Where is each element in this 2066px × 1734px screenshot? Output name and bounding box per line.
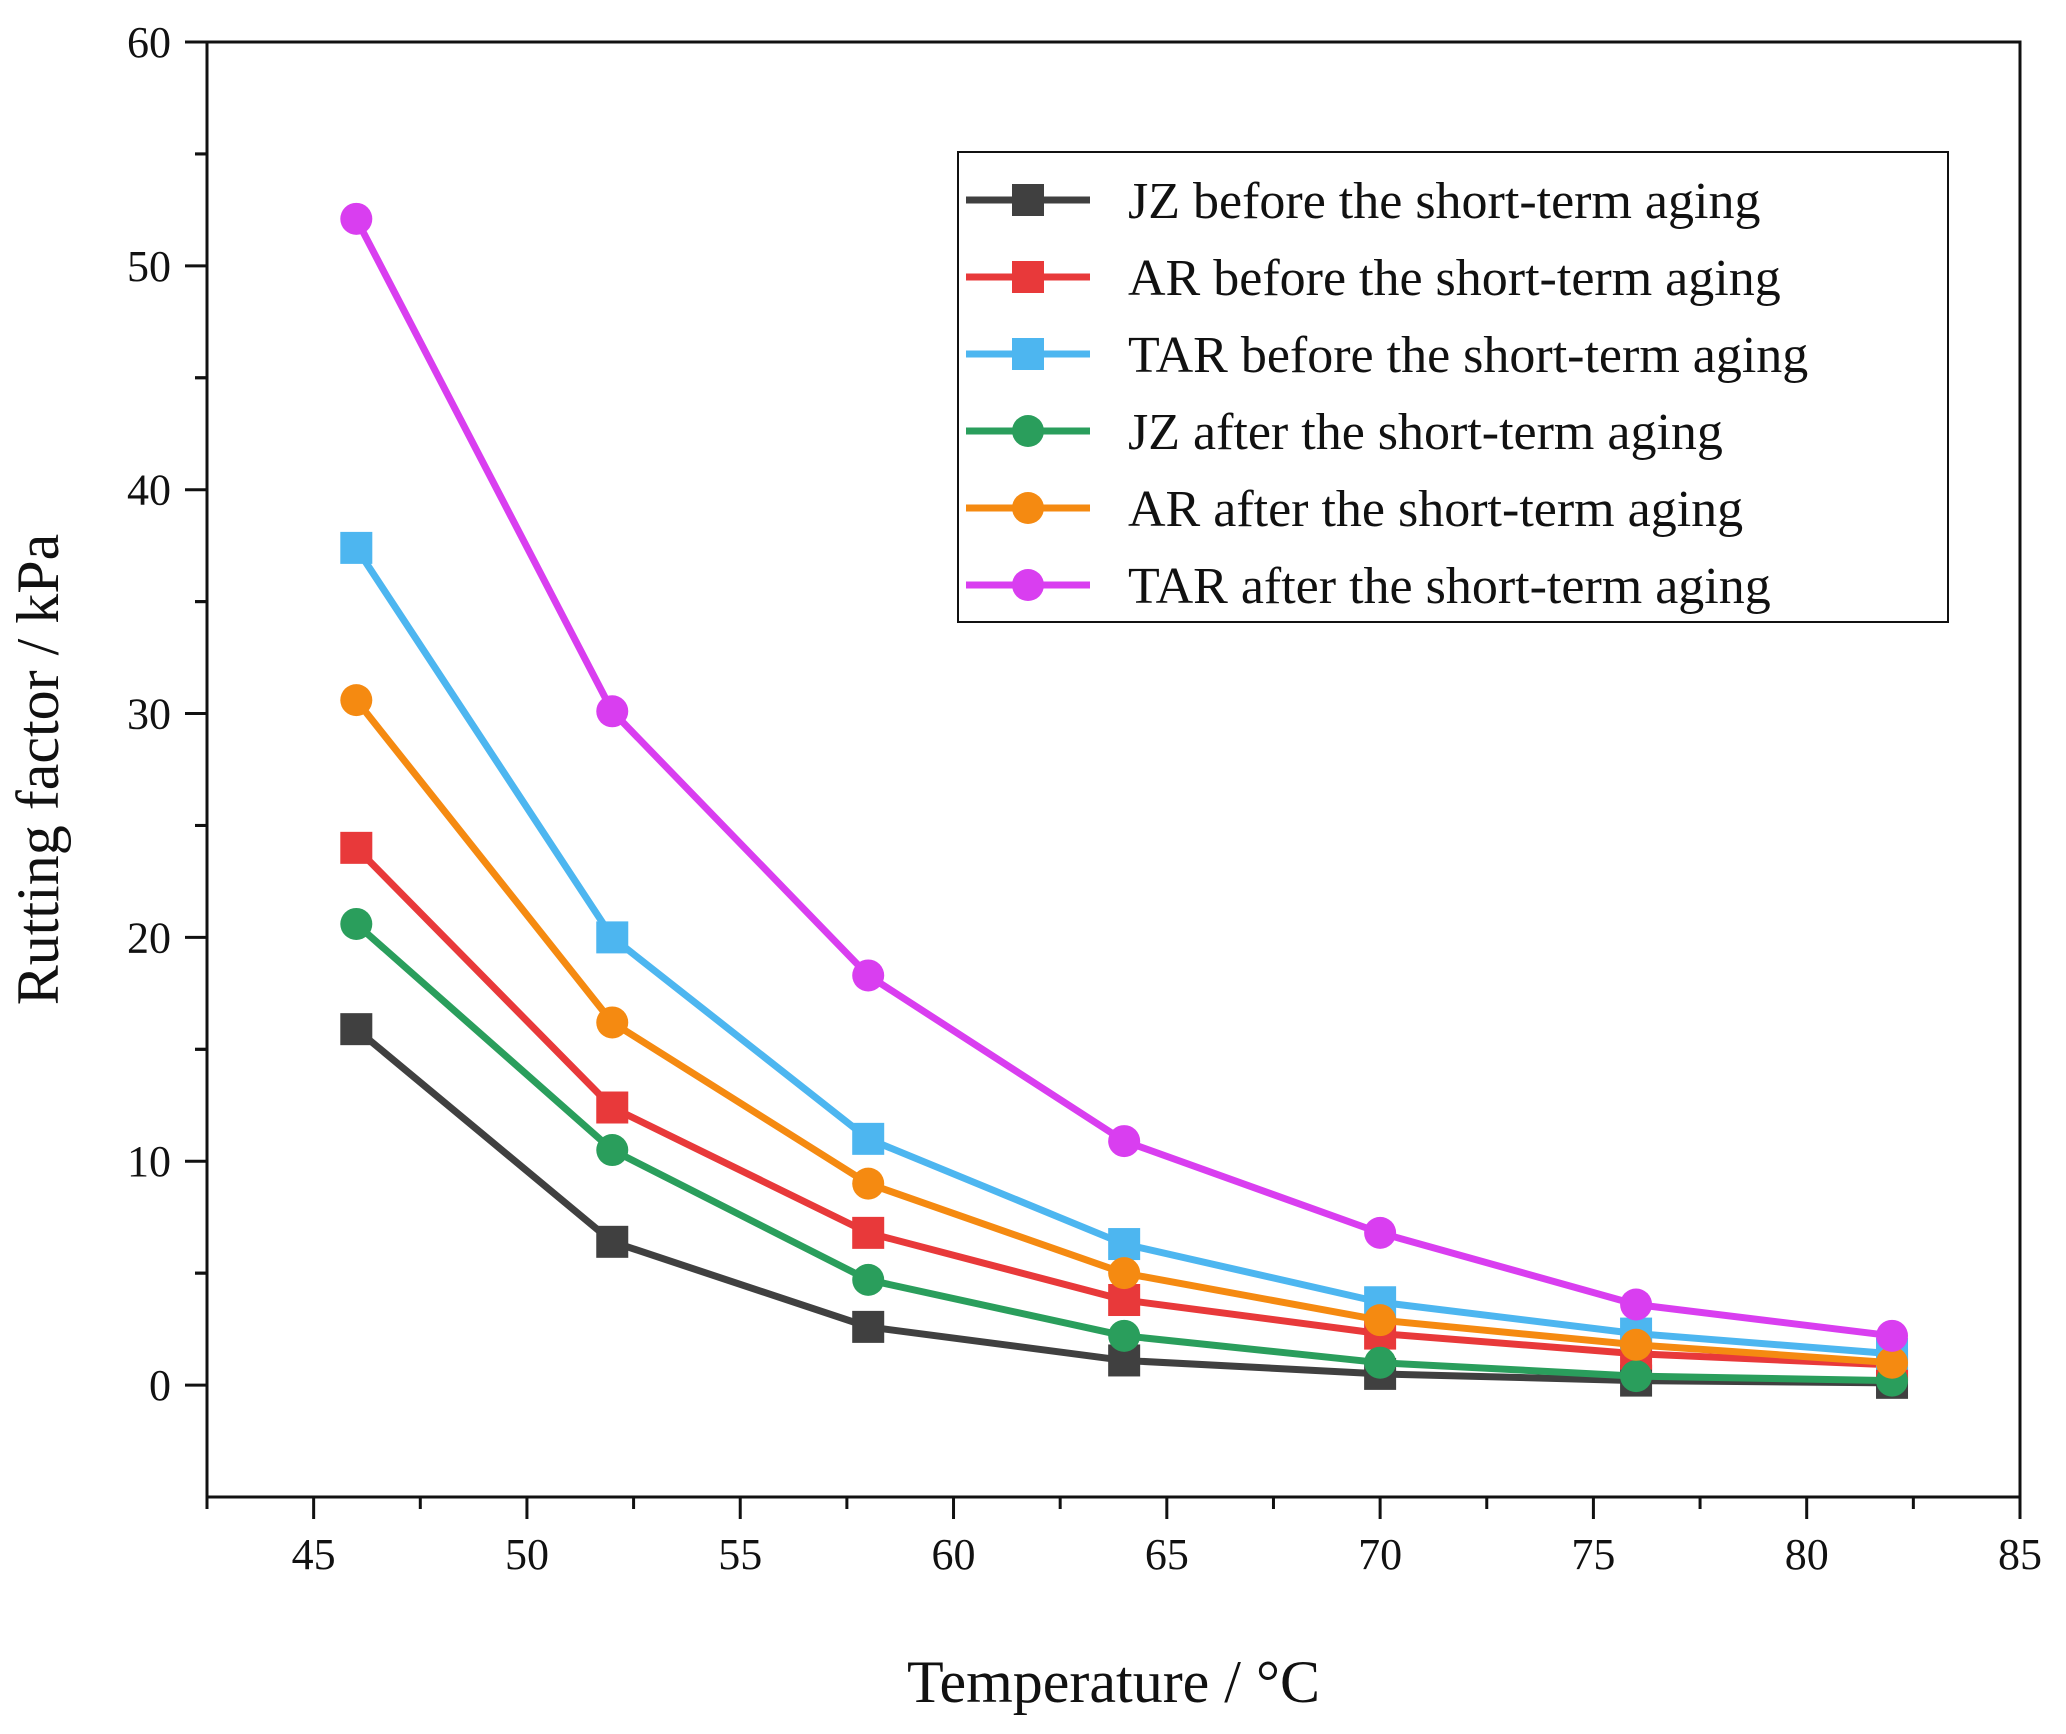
y-tick-label-0: 0 [149, 1361, 171, 1410]
y-tick-label-10: 10 [127, 1137, 171, 1186]
x-tick-label-75: 75 [1571, 1530, 1615, 1579]
plot-frame [205, 40, 2022, 1499]
y-axis-title: Rutting factor / kPa [5, 534, 71, 1006]
legend-label-3: JZ after the short-term aging [1128, 404, 1723, 461]
series-3-point-2 [852, 1263, 885, 1296]
axes: 45 50 55 60 65 70 75 80 85 0 10 20 30 40 50 60 [127, 18, 2042, 1579]
legend-label-0: JZ before the short-term aging [1128, 173, 1760, 230]
series-1-point-2 [852, 1216, 885, 1249]
series-3-point-0 [340, 907, 373, 940]
x-tick-label-55: 55 [718, 1530, 762, 1579]
x-tick-label-80: 80 [1785, 1530, 1829, 1579]
legend-label-4: AR after the short-term aging [1128, 481, 1743, 538]
legend-marker-2 [1012, 338, 1044, 370]
series-2-point-1 [596, 921, 629, 954]
series-4 [340, 684, 1909, 1379]
series-0-point-0 [340, 1013, 373, 1046]
x-tick-label-85: 85 [1998, 1530, 2042, 1579]
series-2 [340, 531, 1909, 1370]
series-3-point-3 [1108, 1319, 1141, 1352]
legend-marker-3 [1012, 415, 1044, 447]
y-tick-label-50: 50 [127, 242, 171, 291]
series-5-point-0 [340, 202, 373, 235]
series-5 [340, 202, 1909, 1352]
y-tick-label-40: 40 [127, 466, 171, 515]
series-5-point-6 [1876, 1319, 1909, 1352]
series-3 [340, 907, 1909, 1397]
series-3-point-1 [596, 1134, 629, 1167]
series-5-point-2 [852, 959, 885, 992]
series-4-point-6 [1876, 1346, 1909, 1379]
legend-label-2: TAR before the short-term aging [1128, 327, 1808, 384]
series-4-point-5 [1620, 1328, 1653, 1361]
series-3-point-4 [1364, 1346, 1397, 1379]
series-4-point-2 [852, 1167, 885, 1200]
series-4-point-4 [1364, 1304, 1397, 1337]
y-tick-label-60: 60 [127, 18, 171, 67]
series-2-point-2 [852, 1122, 885, 1155]
legend-marker-5 [1012, 569, 1044, 601]
series-5-point-1 [596, 695, 629, 728]
x-tick-label-45: 45 [292, 1530, 336, 1579]
legend: JZ before the short-term aging AR before … [957, 151, 1949, 623]
legend-label-5: TAR after the short-term aging [1128, 558, 1771, 615]
series-1-point-3 [1108, 1284, 1141, 1317]
series-4-point-3 [1108, 1257, 1141, 1290]
series-4-point-1 [596, 1006, 629, 1039]
series-5-point-3 [1108, 1125, 1141, 1158]
series-layer [340, 202, 1909, 1399]
series-1 [340, 831, 1909, 1381]
series-2-point-0 [340, 531, 373, 564]
series-1-point-0 [340, 831, 373, 864]
y-tick-label-30: 30 [127, 690, 171, 739]
x-tick-label-60: 60 [932, 1530, 976, 1579]
legend-marker-0 [1012, 184, 1044, 216]
series-5-point-4 [1364, 1216, 1397, 1249]
x-tick-label-50: 50 [505, 1530, 549, 1579]
legend-marker-1 [1012, 261, 1044, 293]
x-axis-title: Temperature / °C [907, 1649, 1320, 1715]
series-3-point-5 [1620, 1360, 1653, 1393]
series-2-point-3 [1108, 1228, 1141, 1261]
series-0-point-2 [852, 1310, 885, 1343]
series-0-point-1 [596, 1225, 629, 1258]
legend-box [957, 151, 1949, 623]
legend-label-1: AR before the short-term aging [1128, 250, 1781, 307]
x-tick-label-65: 65 [1145, 1530, 1189, 1579]
series-5-point-5 [1620, 1288, 1653, 1321]
x-tick-label-70: 70 [1358, 1530, 1402, 1579]
legend-marker-4 [1012, 492, 1044, 524]
y-tick-label-20: 20 [127, 913, 171, 962]
series-1-point-1 [596, 1091, 629, 1124]
series-4-point-0 [340, 684, 373, 717]
